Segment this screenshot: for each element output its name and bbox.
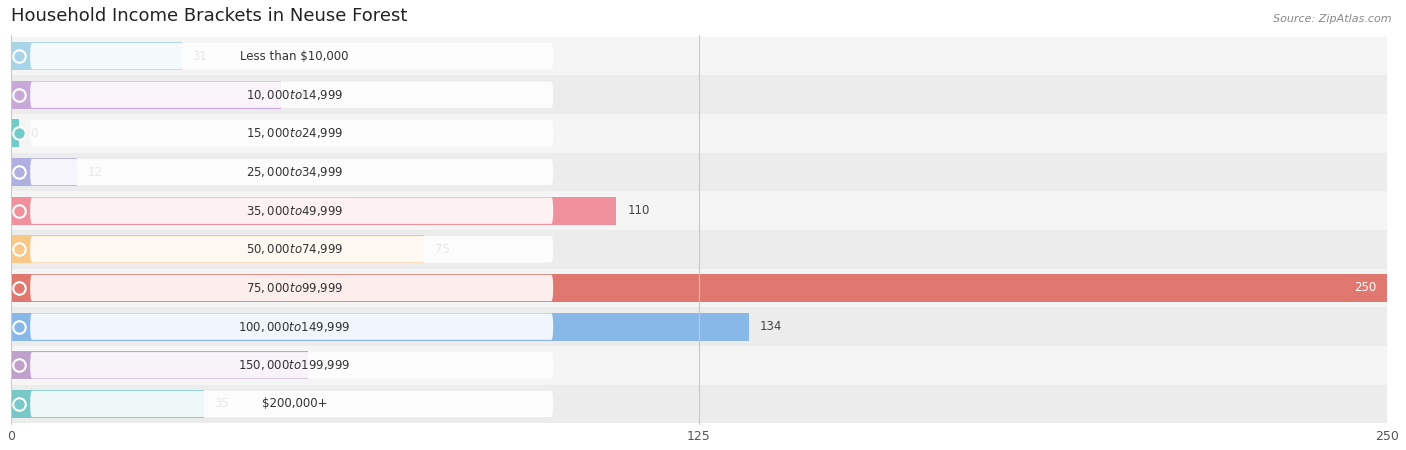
Text: 35: 35	[215, 397, 229, 410]
Bar	[11, 76, 1388, 114]
Text: $200,000+: $200,000+	[262, 397, 328, 410]
Bar	[11, 274, 1388, 302]
Text: 54: 54	[319, 359, 335, 372]
Text: $10,000 to $14,999: $10,000 to $14,999	[246, 88, 343, 102]
Text: 12: 12	[89, 166, 103, 179]
Bar	[11, 307, 1388, 346]
FancyBboxPatch shape	[30, 159, 553, 185]
Bar	[11, 346, 1388, 385]
FancyBboxPatch shape	[30, 198, 553, 224]
Bar	[11, 269, 1388, 307]
FancyBboxPatch shape	[30, 391, 553, 417]
Bar	[11, 153, 1388, 191]
Text: $150,000 to $199,999: $150,000 to $199,999	[238, 358, 350, 372]
Text: $50,000 to $74,999: $50,000 to $74,999	[246, 243, 343, 256]
Text: Household Income Brackets in Neuse Forest: Household Income Brackets in Neuse Fores…	[11, 7, 408, 25]
Bar	[11, 235, 423, 263]
Text: $25,000 to $34,999: $25,000 to $34,999	[246, 165, 343, 179]
FancyBboxPatch shape	[30, 352, 553, 378]
Bar	[11, 197, 616, 225]
FancyBboxPatch shape	[30, 236, 553, 262]
FancyBboxPatch shape	[30, 120, 553, 147]
Text: 134: 134	[759, 320, 782, 333]
Bar	[11, 37, 1388, 76]
Text: 75: 75	[434, 243, 450, 256]
Text: $35,000 to $49,999: $35,000 to $49,999	[246, 204, 343, 218]
Bar	[11, 390, 204, 418]
Bar	[11, 351, 308, 379]
Bar	[11, 120, 20, 147]
Text: $15,000 to $24,999: $15,000 to $24,999	[246, 126, 343, 140]
Bar	[11, 158, 77, 186]
Text: Less than $10,000: Less than $10,000	[240, 50, 349, 63]
Bar	[11, 385, 1388, 423]
Text: $100,000 to $149,999: $100,000 to $149,999	[238, 320, 350, 333]
Text: $75,000 to $99,999: $75,000 to $99,999	[246, 281, 343, 295]
FancyBboxPatch shape	[30, 81, 553, 108]
FancyBboxPatch shape	[30, 275, 553, 301]
Text: 49: 49	[291, 88, 307, 101]
Bar	[11, 81, 281, 108]
Bar	[11, 313, 748, 341]
Text: 110: 110	[627, 204, 650, 217]
Text: 31: 31	[193, 50, 208, 63]
FancyBboxPatch shape	[30, 43, 553, 69]
Text: 250: 250	[1354, 282, 1376, 294]
Bar	[11, 114, 1388, 153]
Bar	[11, 230, 1388, 269]
Bar	[11, 42, 181, 70]
FancyBboxPatch shape	[30, 314, 553, 340]
Bar	[11, 191, 1388, 230]
Text: 0: 0	[30, 127, 38, 140]
Text: Source: ZipAtlas.com: Source: ZipAtlas.com	[1274, 14, 1392, 23]
